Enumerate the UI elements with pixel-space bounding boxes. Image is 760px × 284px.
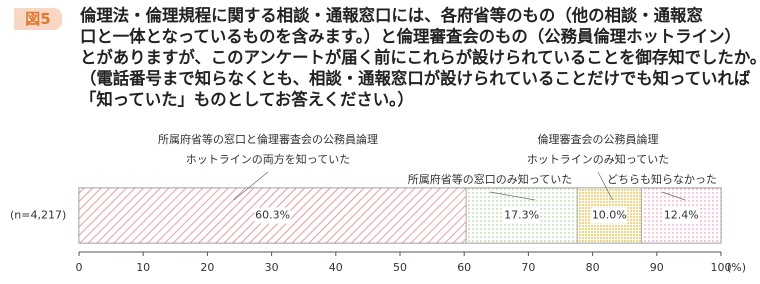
value-label: 17.3%: [504, 209, 539, 222]
x-tick-label: 0: [76, 261, 83, 274]
x-tick-label: 60: [457, 261, 471, 274]
x-tick-label: 10: [136, 261, 150, 274]
leader-line: [233, 171, 269, 201]
leader-line: [597, 171, 613, 201]
category-label: (n=4,217): [10, 209, 66, 222]
x-unit-label: (%): [727, 261, 746, 274]
chart-title: 倫理法・倫理規程に関する相談・通報窓口には、各府省等のもの（他の相談・通報窓 口…: [80, 6, 760, 109]
x-tick-label: 80: [586, 261, 600, 274]
value-label: 60.3%: [255, 209, 290, 222]
legend-entry: 所属府省等の窓口と倫理審査会の公務員論理 ホットラインの両方を知っていた: [158, 133, 378, 166]
leader-line: [489, 191, 536, 201]
legend-entry: どちらも知らなかった: [607, 173, 717, 186]
legend-entry: 倫理審査会の公務員論理 ホットラインのみ知っていた: [526, 133, 670, 166]
x-tick-label: 50: [393, 261, 407, 274]
x-tick-label: 30: [265, 261, 279, 274]
leader-line: [661, 191, 686, 201]
value-label: 10.0%: [592, 209, 627, 222]
x-tick-label: 20: [200, 261, 214, 274]
x-tick-label: 40: [329, 261, 343, 274]
x-tick-label: 90: [650, 261, 664, 274]
figure-label: 図5: [14, 8, 62, 30]
x-tick-label: 70: [521, 261, 535, 274]
x-tick-label: 100: [711, 261, 732, 274]
value-label: 12.4%: [664, 209, 699, 222]
legend-entry: 所属府省等の窓口のみ知っていた: [407, 173, 573, 186]
